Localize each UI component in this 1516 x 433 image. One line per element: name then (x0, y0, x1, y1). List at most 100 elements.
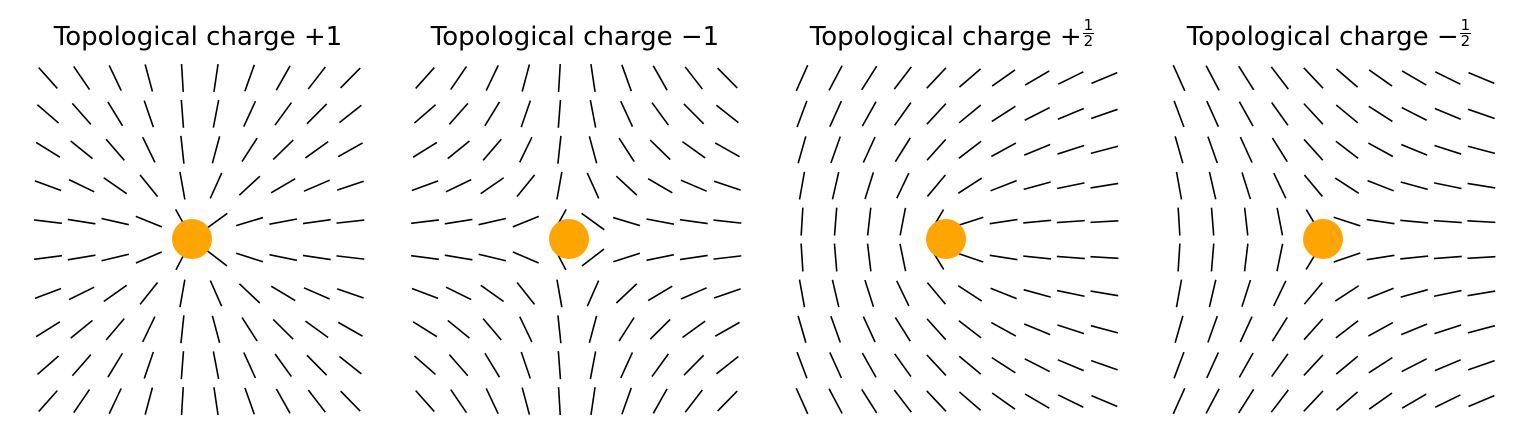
director-line (1057, 144, 1085, 155)
director-line (139, 174, 159, 198)
director-line (1434, 144, 1462, 155)
director-line (1401, 393, 1427, 409)
director-line (797, 315, 807, 343)
director-line (829, 100, 843, 127)
fraction-denominator: 2 (1083, 32, 1094, 50)
director-line (139, 281, 159, 305)
director-line (302, 254, 331, 261)
director-line (1024, 106, 1051, 121)
director-line (1366, 254, 1395, 261)
director-line (1433, 289, 1462, 298)
director-line (957, 177, 983, 194)
director-line (270, 285, 296, 302)
director-line (34, 254, 62, 261)
director-line (1276, 207, 1284, 236)
director-line (581, 212, 605, 231)
director-line (796, 100, 808, 128)
director-line (894, 353, 912, 378)
director-line (480, 177, 505, 195)
director-line (957, 285, 983, 302)
director-line (1467, 255, 1496, 260)
director-line (1368, 392, 1393, 410)
director-line (1467, 220, 1496, 224)
director-line (213, 387, 219, 416)
director-line (1056, 219, 1085, 224)
director-line (1434, 394, 1461, 408)
director-line (618, 317, 635, 342)
director-line (274, 102, 293, 126)
director-line (1172, 388, 1186, 415)
director-line (521, 387, 531, 415)
director-line (520, 100, 532, 128)
panel-charge-plus-1: Topological charge +1 (10, 0, 386, 433)
director-line (1303, 282, 1324, 305)
defect-core-dot (926, 219, 966, 259)
director-line (516, 281, 536, 305)
director-line (1401, 106, 1428, 121)
director-line (236, 252, 264, 263)
director-line (1056, 182, 1085, 190)
director-line (831, 279, 840, 308)
director-line (270, 177, 296, 194)
director-line (1241, 279, 1252, 307)
director-line (144, 387, 154, 415)
director-line (411, 287, 439, 300)
director-line (1272, 280, 1287, 307)
director-line (1335, 355, 1359, 375)
director-line (894, 317, 911, 342)
director-line (1271, 137, 1288, 163)
director-line (336, 288, 364, 299)
director-line (34, 180, 62, 192)
director-line (620, 352, 634, 379)
director-line (1174, 315, 1184, 343)
director-line (338, 104, 362, 124)
director-line (651, 353, 670, 378)
director-line (795, 388, 809, 415)
director-line (34, 287, 62, 300)
director-line (1238, 352, 1254, 378)
director-line (683, 103, 705, 125)
director-line (68, 286, 95, 301)
director-line (652, 65, 668, 91)
director-line (107, 101, 124, 127)
director-line (101, 253, 129, 262)
director-line (1303, 354, 1324, 377)
director-line (209, 280, 223, 307)
director-line (861, 101, 877, 127)
director-line (1091, 71, 1118, 85)
director-line (1090, 290, 1119, 297)
director-line (797, 136, 807, 164)
director-line (484, 101, 501, 127)
director-line (683, 354, 705, 376)
director-line (67, 254, 96, 261)
director-line (1091, 394, 1118, 408)
director-line (1057, 71, 1084, 85)
director-line (1057, 394, 1084, 408)
director-line (272, 318, 294, 340)
director-line (444, 218, 473, 225)
director-line (588, 136, 598, 164)
director-line (73, 389, 91, 414)
director-line (143, 351, 155, 379)
director-line (646, 218, 675, 226)
director-line (107, 352, 124, 378)
director-line (1367, 287, 1394, 300)
director-line (1208, 171, 1217, 200)
director-line (450, 65, 468, 91)
director-line (714, 321, 740, 337)
director-line (588, 315, 598, 344)
director-line (68, 178, 95, 193)
director-line (143, 100, 155, 128)
director-line (828, 388, 843, 414)
director-line (830, 136, 842, 164)
director-line (269, 253, 298, 262)
director-line (180, 351, 185, 380)
director-line (680, 287, 707, 300)
director-line (1271, 102, 1289, 126)
director-line (1206, 352, 1220, 379)
director-line (1433, 219, 1462, 224)
director-line (1057, 359, 1085, 372)
director-line (958, 391, 982, 411)
director-line (991, 392, 1016, 410)
director-line (411, 180, 439, 192)
